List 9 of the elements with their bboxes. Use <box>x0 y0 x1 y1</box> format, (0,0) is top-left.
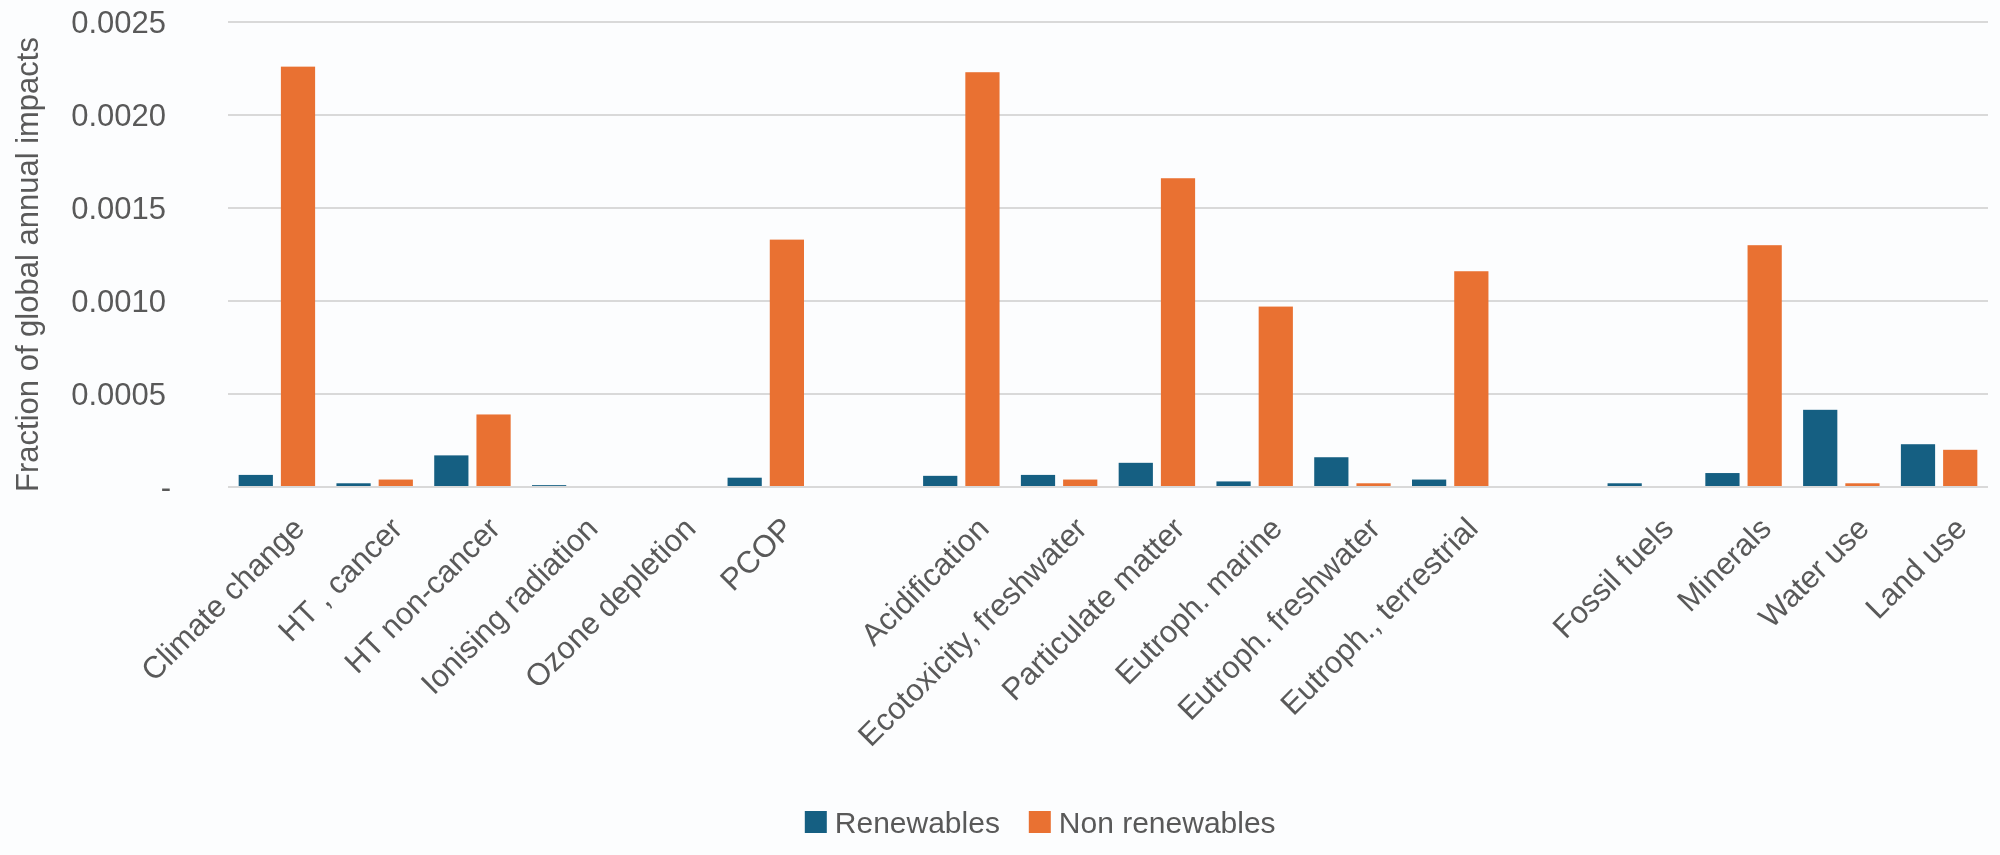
legend-label: Renewables <box>834 806 1000 839</box>
y-tick-label: 0.0025 <box>71 4 166 40</box>
y-tick-label: 0.0015 <box>71 190 166 226</box>
y-axis-title: Fraction of global annual impacts <box>10 37 45 492</box>
y-tick-label: 0.0020 <box>71 97 166 133</box>
y-tick-label: 0.0010 <box>71 283 166 319</box>
y-tick-label: - <box>160 469 172 505</box>
y-tick-label: 0.0005 <box>71 376 166 412</box>
legend-label: Non renewables <box>1058 806 1276 839</box>
